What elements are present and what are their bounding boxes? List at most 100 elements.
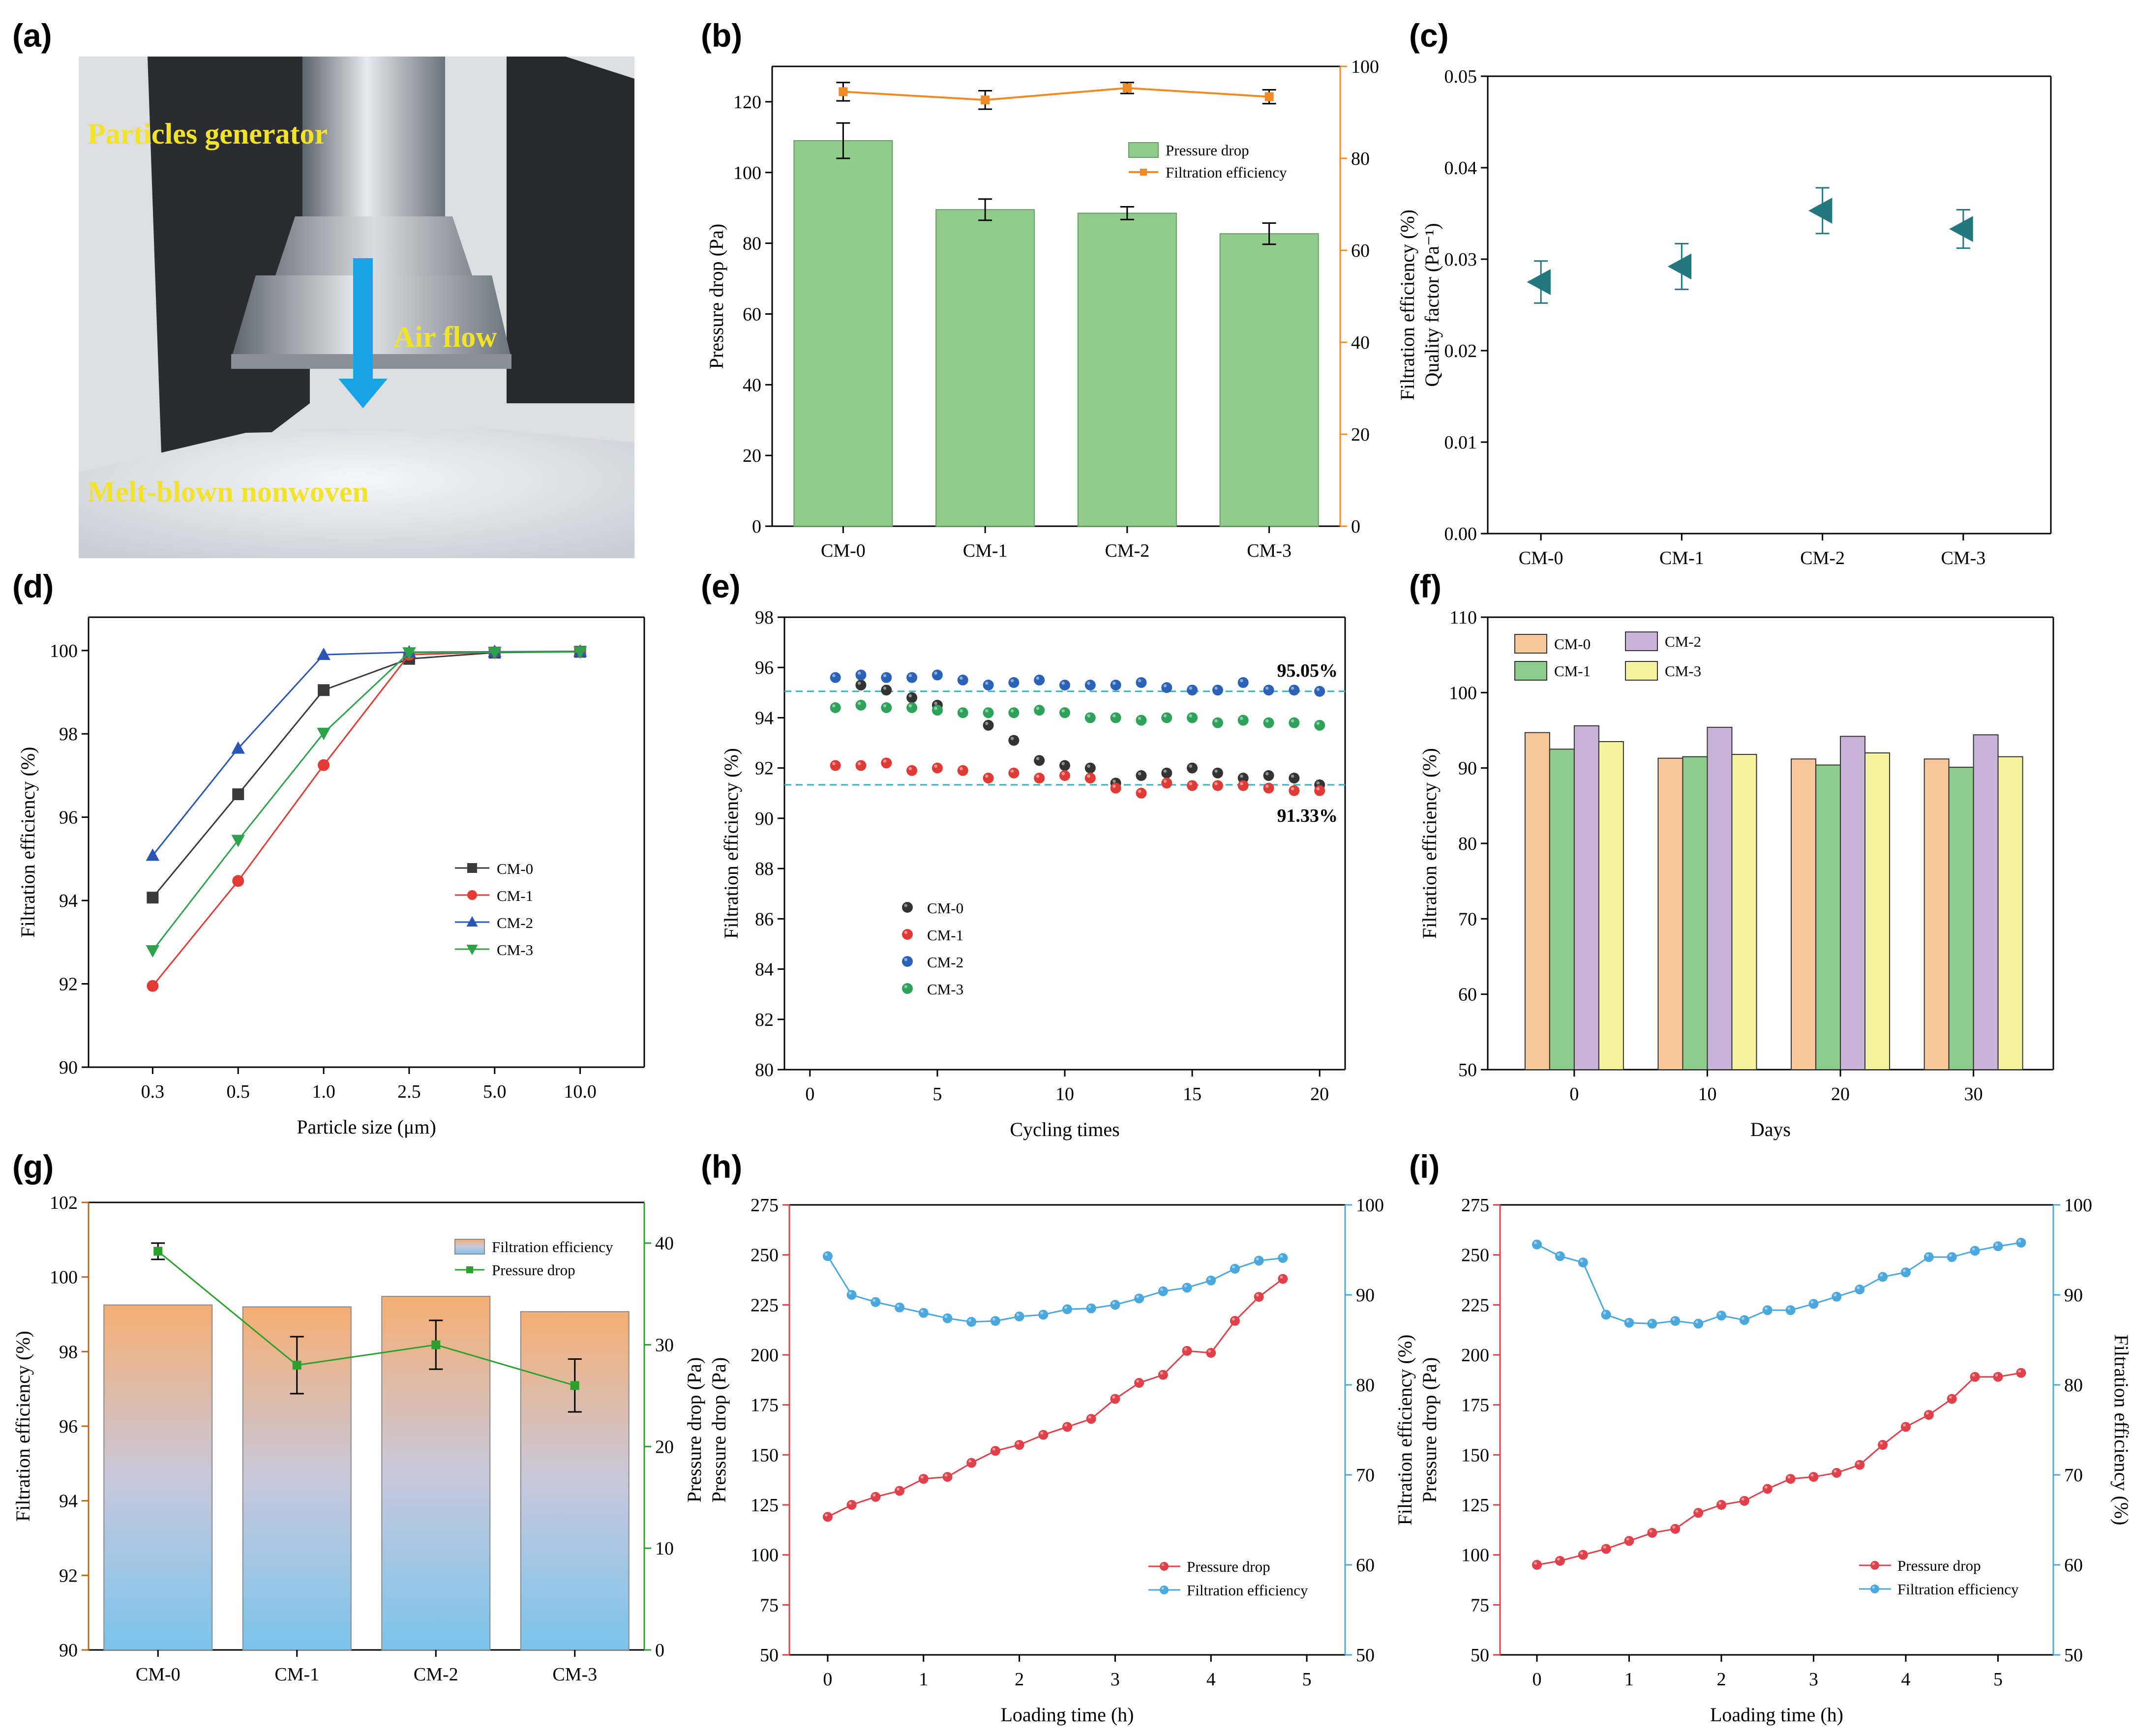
point-pressure-drop xyxy=(153,1247,163,1256)
marker-highlight xyxy=(1833,1469,1837,1473)
marker-highlight xyxy=(992,1317,995,1321)
y-tick-label: 96 xyxy=(755,658,774,678)
marker-highlight xyxy=(1718,1312,1721,1316)
bar-cm-0 xyxy=(1524,732,1550,1070)
marker-highlight xyxy=(1265,784,1269,788)
point-pressure-drop xyxy=(1134,1377,1144,1388)
point-filtration-efficiency xyxy=(1555,1251,1565,1261)
point-cm-3 xyxy=(1161,712,1172,723)
y-tick-label: 50 xyxy=(1458,1060,1477,1080)
marker-highlight xyxy=(908,704,912,708)
point-cm-1 xyxy=(318,759,330,771)
marker-highlight xyxy=(1163,779,1167,783)
y-axis-title-2: Pressure drop (Pa) xyxy=(708,1357,730,1503)
y2-tick-label: 30 xyxy=(655,1335,674,1356)
marker-highlight xyxy=(1280,1275,1283,1279)
legend-swatch-cm-2 xyxy=(1625,631,1658,651)
point-pressure-drop xyxy=(871,1492,881,1502)
y-tick-label: 175 xyxy=(1461,1395,1489,1416)
point-cm-2 xyxy=(830,672,841,683)
x-tick-label: CM-2 xyxy=(414,1664,458,1685)
marker-highlight xyxy=(1061,681,1065,685)
marker-highlight xyxy=(1534,1561,1537,1565)
y-tick-label: 275 xyxy=(751,1195,779,1216)
marker-highlight xyxy=(1949,1395,1952,1399)
y-axis-title: Pressure drop (Pa) xyxy=(705,224,727,369)
point-filtration-efficiency xyxy=(1578,1257,1588,1268)
bar-cm-2 xyxy=(1840,736,1866,1071)
point-filtration-efficiency xyxy=(1206,1275,1216,1286)
point-cm-2 xyxy=(1034,674,1045,686)
marker-highlight xyxy=(1040,1432,1044,1435)
point-cm-1 xyxy=(1263,782,1274,794)
panel-label-b: (b) xyxy=(701,17,742,54)
point-filtration-efficiency xyxy=(1062,1304,1072,1315)
x-tick-label: CM-1 xyxy=(1659,548,1704,569)
chart-e-cycling: 80 82 84 86 88 90 92 94 96 98 0 5 10 15 20 Cycling time… xyxy=(720,607,1346,1140)
marker-highlight xyxy=(1903,1269,1906,1272)
y-tick-label: 70 xyxy=(1458,909,1477,929)
bar-pressure-drop xyxy=(1077,212,1177,527)
bar-pressure-drop xyxy=(1219,233,1319,527)
y2-tick-label: 80 xyxy=(1351,149,1370,169)
marker-highlight xyxy=(1240,782,1243,785)
point-cm-0 xyxy=(1059,760,1070,771)
y-tick-label: 80 xyxy=(1458,834,1477,854)
x-tick-label: 0 xyxy=(805,1084,814,1105)
x-tick-label: 1.0 xyxy=(312,1081,335,1102)
marker-highlight xyxy=(1088,1415,1091,1419)
point-cm-2 xyxy=(1187,685,1198,696)
point-cm-2 xyxy=(957,674,968,686)
point-cm-3 xyxy=(1110,712,1121,723)
point-pressure-drop xyxy=(1739,1496,1749,1506)
point-filtration-efficiency xyxy=(1693,1318,1704,1329)
marker-highlight xyxy=(1138,679,1142,683)
point-cm-3 xyxy=(906,702,918,713)
point-cm-1 xyxy=(232,875,244,887)
x-tick-label: 0 xyxy=(1569,1084,1579,1105)
marker-highlight xyxy=(1061,772,1065,776)
point-pressure-drop xyxy=(1182,1346,1192,1356)
point-cm-3 xyxy=(1212,717,1223,728)
marker-highlight xyxy=(1214,782,1218,785)
x-tick-label: 1 xyxy=(1624,1669,1634,1690)
point-cm-0 xyxy=(1008,735,1020,746)
legend-marker-pressure-drop xyxy=(466,1266,473,1273)
marker-highlight xyxy=(920,1475,924,1479)
point-pressure-drop xyxy=(1785,1474,1796,1484)
point-pressure-drop xyxy=(846,1500,857,1510)
x-tick-label: CM-3 xyxy=(552,1664,597,1685)
point-filtration-efficiency xyxy=(1532,1239,1542,1250)
marker-highlight xyxy=(1649,1529,1652,1533)
marker-highlight xyxy=(1649,1320,1652,1324)
marker-highlight xyxy=(2018,1239,2021,1243)
point-cm-2 xyxy=(881,672,892,683)
point-filtration-efficiency xyxy=(1785,1305,1796,1316)
y-tick-label: 150 xyxy=(751,1445,779,1466)
point-filtration-efficiency xyxy=(1647,1318,1657,1329)
legend-label-pressure-drop: Pressure drop xyxy=(1897,1557,1981,1574)
point-cm-1 xyxy=(1212,780,1223,791)
y-tick-label: 100 xyxy=(1449,683,1477,703)
marker-highlight xyxy=(1016,1313,1020,1317)
x-axis-title: Loading time (h) xyxy=(1710,1704,1843,1726)
marker-highlight xyxy=(1672,1526,1676,1529)
point-cm-1 xyxy=(1136,787,1147,799)
marker-highlight xyxy=(1087,774,1090,778)
air-flow-arrow-shaft xyxy=(353,258,373,381)
legend-label-cm-0: CM-0 xyxy=(497,860,533,877)
bar-cm-0 xyxy=(1791,758,1817,1071)
point-pressure-drop xyxy=(1923,1410,1934,1420)
point-cm-2 xyxy=(1212,685,1223,696)
marker-highlight xyxy=(1163,714,1167,718)
y-tick-label: 225 xyxy=(751,1295,779,1316)
x-tick-label: CM-2 xyxy=(1800,548,1845,569)
legend-marker-cm-0 xyxy=(467,863,477,873)
point-cm-2 xyxy=(983,680,994,690)
point-quality-factor xyxy=(1949,216,1973,242)
point-pressure-drop xyxy=(966,1458,977,1468)
bar-cm-1 xyxy=(1948,767,1974,1070)
point-cm-3 xyxy=(957,707,968,718)
marker-highlight xyxy=(1087,714,1090,718)
x-tick-label: CM-0 xyxy=(136,1664,180,1685)
